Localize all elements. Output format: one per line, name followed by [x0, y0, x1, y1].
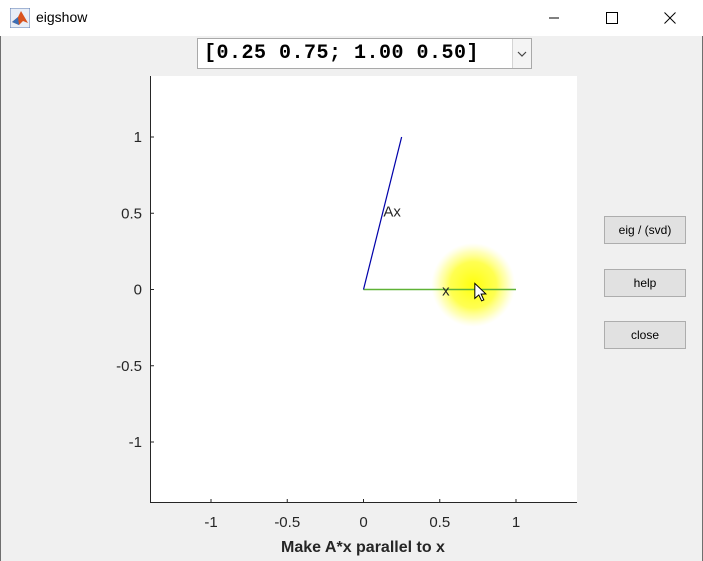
close-icon	[664, 12, 676, 24]
matrix-dropdown[interactable]: [0.25 0.75; 1.00 0.50]	[197, 38, 532, 69]
vector-x-label: x	[442, 283, 450, 300]
help-button[interactable]: help	[604, 269, 686, 297]
x-tick-label: 1	[512, 514, 520, 531]
minimize-icon	[549, 17, 559, 19]
highlight-glow	[431, 242, 516, 327]
y-tick-label: -0.5	[116, 358, 142, 375]
x-tick-label: -0.5	[274, 514, 300, 531]
y-tick-label: 1	[134, 129, 142, 146]
x-axis-label: Make A*x parallel to x	[281, 539, 445, 556]
eig-svd-button[interactable]: eig / (svd)	[604, 216, 686, 244]
x-tick-label: -1	[204, 514, 217, 531]
vector-ax-line	[362, 136, 403, 290]
maximize-icon	[606, 12, 618, 24]
matlab-icon	[10, 8, 30, 28]
dropdown-arrow-button[interactable]	[512, 39, 531, 68]
y-ticks: 1 0.5 0 -0.5 -1	[116, 129, 154, 451]
x-tick-label: 0	[359, 514, 367, 531]
title-bar: eigshow	[0, 0, 703, 36]
x-ticks: -1 -0.5 0 0.5 1	[204, 499, 520, 531]
minimize-button[interactable]	[531, 0, 577, 36]
y-tick-label: 0.5	[121, 205, 142, 222]
chevron-down-icon	[517, 51, 527, 57]
close-window-button[interactable]	[647, 0, 693, 36]
maximize-button[interactable]	[589, 0, 635, 36]
matrix-value: [0.25 0.75; 1.00 0.50]	[204, 42, 480, 65]
window-frame-left	[0, 36, 1, 561]
x-tick-label: 0.5	[429, 514, 450, 531]
window-title: eigshow	[36, 9, 88, 25]
vector-ax-label: Ax	[383, 203, 401, 220]
y-tick-label: 0	[134, 282, 142, 299]
y-tick-label: -1	[129, 434, 142, 451]
mouse-pointer-icon	[474, 282, 488, 302]
close-button[interactable]: close	[604, 321, 686, 349]
